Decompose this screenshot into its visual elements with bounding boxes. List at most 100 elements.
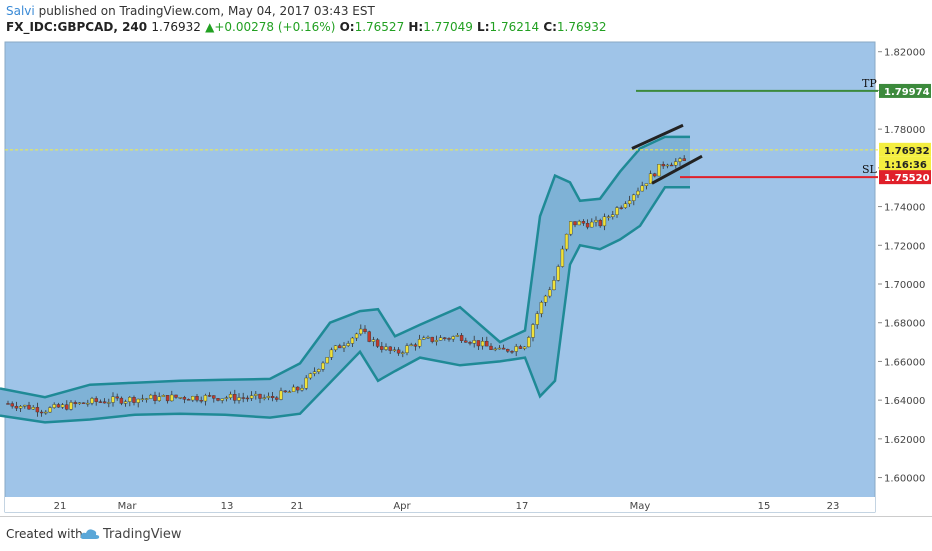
candle-body bbox=[60, 404, 65, 408]
candle-body bbox=[308, 373, 313, 379]
candle-body bbox=[123, 401, 128, 404]
close-value: 1.76932 bbox=[556, 20, 607, 34]
tp-price-tag-bg bbox=[879, 83, 931, 98]
candle-body bbox=[464, 340, 468, 343]
candle-body bbox=[39, 411, 44, 414]
time-axis[interactable] bbox=[5, 497, 875, 512]
candle-body bbox=[6, 403, 10, 405]
y-tick-label: 1.66000 bbox=[884, 357, 925, 368]
candle-body bbox=[245, 397, 250, 400]
candle-body bbox=[283, 390, 287, 393]
candle-body bbox=[178, 397, 182, 399]
y-axis-ticks: 1.820001.800001.780001.760001.740001.720… bbox=[878, 48, 931, 485]
candle-body bbox=[73, 402, 77, 405]
candle-body bbox=[665, 164, 670, 167]
y-tick-label: 1.70000 bbox=[884, 280, 925, 291]
candle-body bbox=[296, 386, 300, 391]
candle-body bbox=[396, 349, 401, 354]
candle-body bbox=[132, 397, 136, 403]
x-tick-label: 15 bbox=[758, 501, 771, 512]
candle-body bbox=[165, 395, 170, 402]
candle-body bbox=[573, 221, 577, 226]
y-tick-label: 1.62000 bbox=[884, 435, 925, 446]
candle-body bbox=[14, 405, 19, 409]
candle-body bbox=[237, 397, 241, 401]
x-tick-label: Apr bbox=[393, 501, 411, 512]
price-axis[interactable] bbox=[878, 42, 932, 512]
y-tick-label: 1.74000 bbox=[884, 203, 925, 214]
candle-body bbox=[472, 340, 476, 344]
candle-body bbox=[644, 183, 649, 187]
publish-line: Salvi published on TradingView.com, May … bbox=[6, 4, 375, 18]
candle-body bbox=[350, 337, 355, 344]
cloud-logo-icon bbox=[80, 529, 100, 539]
candle-body bbox=[81, 402, 86, 404]
y-tick-label: 1.72000 bbox=[884, 241, 925, 252]
candle-body bbox=[249, 395, 254, 399]
ohlc-line: FX_IDC:GBPCAD, 240 1.76932 ▲+0.00278 (+0… bbox=[6, 20, 607, 34]
candle-body bbox=[564, 233, 569, 250]
price-chart[interactable]: TP SL 1.820001.800001.780001.760001.74000… bbox=[0, 40, 932, 516]
candle-body bbox=[543, 295, 548, 303]
candle-body bbox=[31, 407, 35, 410]
candle-body bbox=[417, 339, 422, 347]
candle-body bbox=[522, 346, 527, 349]
candle-body bbox=[275, 397, 279, 400]
channel-lower-trendline bbox=[651, 154, 703, 185]
chart-header: Salvi published on TradingView.com, May … bbox=[0, 0, 932, 40]
candle-body bbox=[674, 161, 678, 166]
candle-body bbox=[107, 402, 111, 404]
candle-body bbox=[430, 336, 434, 342]
chart-area[interactable]: TP SL 1.820001.800001.780001.760001.74000… bbox=[0, 40, 932, 516]
footer: Created with TradingView bbox=[0, 516, 932, 551]
candle-body bbox=[199, 400, 203, 402]
candle-body bbox=[606, 216, 611, 218]
candle-body bbox=[506, 349, 510, 352]
candle-body bbox=[254, 393, 258, 396]
author-name[interactable]: Salvi bbox=[6, 4, 35, 18]
candle-body bbox=[233, 394, 237, 401]
candle-body bbox=[338, 345, 342, 349]
candle-body bbox=[627, 200, 632, 205]
candle-body bbox=[363, 328, 367, 332]
candle-body bbox=[569, 221, 573, 235]
candle-body bbox=[191, 396, 195, 401]
candle-body bbox=[48, 407, 52, 413]
sl-price-tag-bg bbox=[879, 170, 931, 185]
candle-body bbox=[136, 398, 140, 403]
overlays: TP SL bbox=[5, 77, 878, 185]
y-tick-label: 1.68000 bbox=[884, 319, 925, 330]
candle-body bbox=[354, 333, 359, 339]
candle-body bbox=[65, 404, 69, 410]
tp-label: TP bbox=[862, 77, 877, 90]
candle-body bbox=[577, 221, 581, 226]
candle-body bbox=[317, 369, 321, 372]
sl-label: SL bbox=[862, 163, 878, 176]
y-tick-label: 1.60000 bbox=[884, 474, 925, 485]
candle-body bbox=[224, 397, 229, 399]
close-label: C: bbox=[543, 20, 557, 34]
candle-body bbox=[203, 395, 208, 402]
candle-body bbox=[640, 185, 644, 192]
candle-body bbox=[98, 401, 103, 403]
candle-body bbox=[153, 394, 157, 401]
candle-body bbox=[451, 336, 455, 340]
candle-body bbox=[270, 396, 275, 399]
candle-body bbox=[157, 396, 161, 401]
candle-body bbox=[447, 338, 451, 340]
current-price-tag: 1.76932 bbox=[884, 146, 930, 157]
candle-body bbox=[401, 352, 405, 354]
candle-body bbox=[44, 411, 48, 414]
candle-body bbox=[18, 406, 23, 409]
candle-body bbox=[228, 394, 233, 398]
candle-body bbox=[552, 280, 556, 291]
brand-name[interactable]: TradingView bbox=[103, 527, 182, 542]
candle-body bbox=[485, 340, 489, 347]
candle-body bbox=[300, 388, 304, 391]
candle-body bbox=[585, 223, 590, 228]
high-label: H: bbox=[408, 20, 424, 34]
candle-body bbox=[342, 345, 346, 349]
y-tick-label: 1.82000 bbox=[884, 48, 925, 59]
candle-body bbox=[669, 164, 674, 167]
candle-body bbox=[497, 347, 502, 350]
